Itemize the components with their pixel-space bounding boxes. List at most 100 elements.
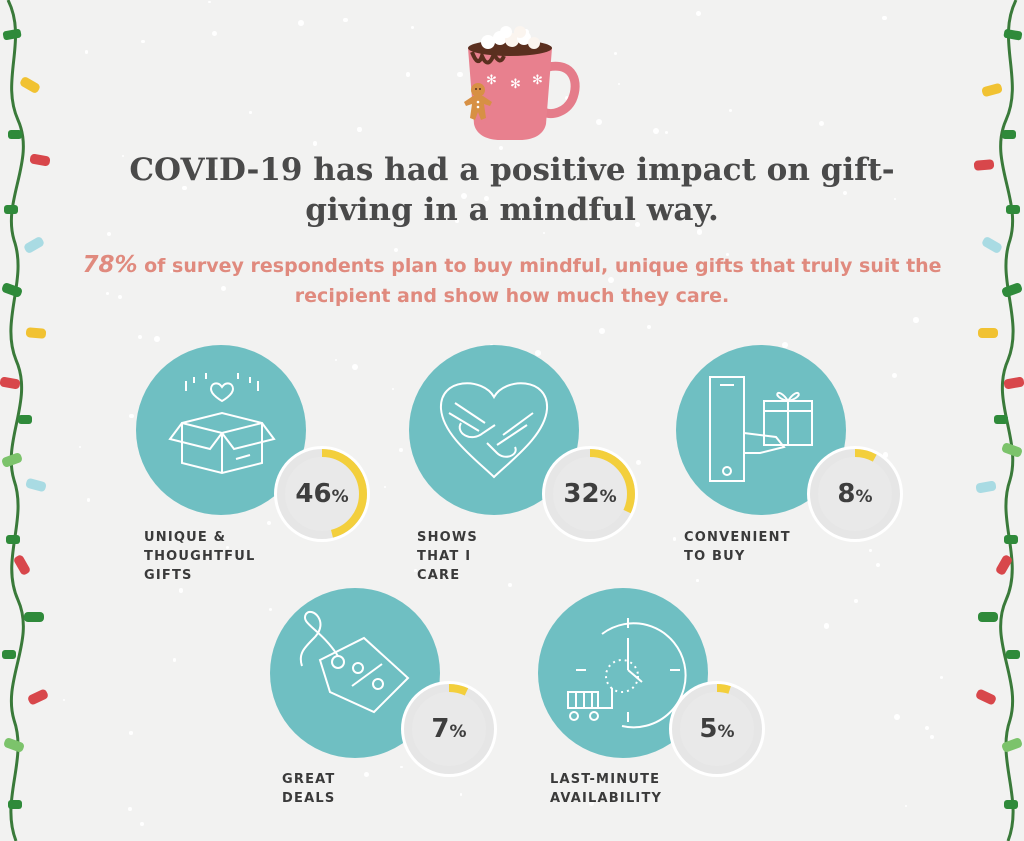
snow-dot bbox=[106, 232, 111, 236]
snow-dot bbox=[543, 231, 546, 234]
snow-dot bbox=[169, 270, 173, 274]
snow-dot bbox=[883, 452, 889, 458]
snow-dot bbox=[140, 822, 145, 826]
snow-dot bbox=[457, 71, 463, 77]
snow-dot bbox=[905, 805, 908, 808]
snow-dot bbox=[298, 20, 304, 26]
page-title: COVID-19 has had a positive impact on gi… bbox=[129, 152, 895, 228]
snow-dot bbox=[141, 39, 145, 44]
clock-cart-icon bbox=[567, 618, 687, 729]
stat-value-number: 46 bbox=[295, 479, 332, 509]
snow-dot bbox=[483, 195, 490, 202]
snow-dot bbox=[414, 569, 418, 573]
snow-dot bbox=[364, 772, 369, 778]
snow-dot bbox=[266, 521, 271, 526]
stat-value-unit: % bbox=[599, 487, 617, 507]
stat-value: 5% bbox=[668, 680, 766, 778]
snow-dot bbox=[535, 349, 541, 356]
ring-value-arc bbox=[545, 449, 635, 539]
stat-value-unit: % bbox=[449, 722, 467, 742]
snow-dot bbox=[636, 460, 642, 466]
snow-dot bbox=[268, 607, 272, 612]
snow-dot bbox=[939, 676, 944, 680]
stat-value: 8% bbox=[806, 445, 904, 543]
svg-text:✻: ✻ bbox=[532, 73, 543, 88]
snow-dot bbox=[220, 285, 226, 291]
snow-dot bbox=[818, 120, 825, 127]
christmas-lights-left-icon bbox=[0, 0, 51, 841]
snow-dot bbox=[178, 588, 183, 593]
snow-dot bbox=[300, 793, 305, 799]
ring-value-arc bbox=[672, 684, 762, 774]
snow-dot bbox=[343, 17, 348, 23]
snow-dot bbox=[249, 111, 252, 114]
stat-value: 32% bbox=[541, 445, 639, 543]
snow-dot bbox=[498, 146, 503, 151]
snow-dot bbox=[725, 253, 729, 257]
snow-dot bbox=[399, 448, 404, 452]
stat-label: UNIQUE & THOUGHTFUL GIFTS bbox=[144, 530, 256, 583]
progress-ring bbox=[542, 446, 638, 542]
snow-dot bbox=[127, 807, 132, 812]
snow-dot bbox=[823, 623, 830, 630]
snow-dot bbox=[782, 342, 789, 348]
subtitle: 78% of survey respondents plan to buy mi… bbox=[80, 250, 944, 311]
stat-value-unit: % bbox=[331, 487, 349, 507]
snow-dot bbox=[172, 658, 177, 663]
stat-label: GREAT DEALS bbox=[282, 772, 336, 806]
stat-value: 46% bbox=[273, 445, 371, 543]
snow-dot bbox=[893, 198, 896, 201]
progress-ring bbox=[274, 446, 370, 542]
snow-dot bbox=[882, 15, 887, 21]
snow-dot bbox=[842, 190, 848, 196]
snow-dot bbox=[589, 800, 595, 806]
snow-dot bbox=[596, 118, 602, 125]
snow-dot bbox=[117, 295, 122, 300]
christmas-lights-right-icon bbox=[973, 0, 1024, 841]
progress-ring bbox=[401, 681, 497, 777]
snow-dot bbox=[647, 324, 652, 330]
stat-value-number: 8 bbox=[837, 479, 856, 509]
snow-dot bbox=[652, 127, 659, 134]
snow-dot bbox=[869, 549, 872, 552]
stat-label: CONVENIENT TO BUY bbox=[684, 530, 791, 564]
snow-dot bbox=[608, 276, 615, 283]
stat-value-unit: % bbox=[717, 722, 735, 742]
heart-hug-icon bbox=[439, 382, 549, 479]
svg-text:✻: ✻ bbox=[510, 77, 521, 92]
snow-dot bbox=[137, 334, 143, 340]
snow-dot bbox=[400, 765, 403, 769]
stat-value-number: 32 bbox=[563, 479, 600, 509]
snow-dot bbox=[924, 725, 930, 731]
snow-dot bbox=[696, 11, 702, 16]
snow-dot bbox=[875, 562, 880, 567]
snow-dot bbox=[461, 193, 468, 199]
snow-dot bbox=[208, 0, 211, 4]
snow-dot bbox=[370, 205, 376, 212]
snow-dot bbox=[383, 486, 386, 489]
snow-dot bbox=[564, 95, 569, 100]
hot-cocoa-mug-icon: ✻ ✻ ✻ bbox=[464, 26, 580, 140]
snow-dot bbox=[128, 413, 134, 419]
snow-dot bbox=[728, 109, 732, 113]
snow-dot bbox=[892, 373, 898, 379]
snow-dot bbox=[854, 599, 858, 603]
snow-dot bbox=[672, 536, 677, 541]
stat-label: SHOWS THAT I CARE bbox=[417, 530, 478, 583]
snow-dot bbox=[697, 229, 703, 235]
snow-dot bbox=[357, 127, 362, 132]
progress-ring bbox=[669, 681, 765, 777]
snow-dot bbox=[312, 141, 318, 147]
snow-dot bbox=[913, 317, 919, 323]
snow-dot bbox=[154, 336, 160, 342]
snow-dot bbox=[455, 219, 460, 223]
snow-dot bbox=[121, 154, 124, 157]
price-tag-percent-icon bbox=[299, 611, 410, 714]
snow-dot bbox=[182, 185, 188, 191]
snow-dot bbox=[351, 296, 354, 299]
snow-dot bbox=[392, 387, 395, 390]
snow-dot bbox=[211, 31, 218, 37]
snow-dot bbox=[105, 291, 109, 295]
snow-dot bbox=[459, 793, 463, 796]
